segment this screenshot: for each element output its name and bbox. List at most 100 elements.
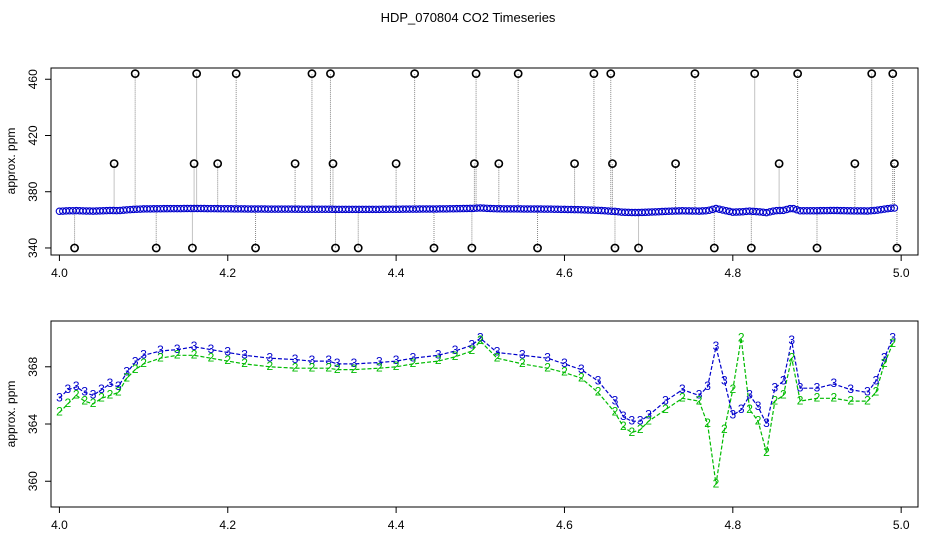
series-point-3: 3 [115, 379, 122, 393]
series-point-2: 2 [241, 356, 248, 370]
series-point-2: 2 [107, 388, 114, 402]
series-point-2: 2 [376, 360, 383, 374]
lower-x-tick-label: 4.6 [556, 518, 573, 532]
outlier-point [892, 243, 902, 253]
series-point-3: 3 [772, 380, 779, 394]
outlier-point [793, 69, 803, 79]
outlier-point [513, 69, 523, 79]
series-point-2: 2 [98, 390, 105, 404]
series-point-2: 2 [772, 393, 779, 407]
series-point-2: 2 [873, 385, 880, 399]
outlier-point [469, 159, 479, 169]
upper-x-tick-label: 4.4 [388, 266, 405, 280]
series-point-3: 3 [123, 365, 130, 379]
series-point-2: 2 [713, 476, 720, 490]
baseline-point [890, 204, 899, 212]
upper-y-axis-label: approx. ppm [4, 128, 18, 195]
outlier-point [151, 243, 161, 253]
lower-x-tick-label: 4.2 [219, 518, 236, 532]
series-point-3: 3 [830, 376, 837, 390]
baseline-point [887, 204, 895, 212]
series-point-3: 3 [729, 408, 736, 422]
series-point-2: 2 [309, 360, 316, 374]
upper-x-tick-label: 4.2 [219, 266, 236, 280]
series-point-2: 2 [208, 350, 215, 364]
series-point-3: 3 [814, 380, 821, 394]
outlier-point [410, 69, 420, 79]
series-point-3: 3 [637, 413, 644, 427]
lower-x-tick-label: 5.0 [893, 518, 910, 532]
outlier-point [328, 159, 338, 169]
series-point-3: 3 [410, 350, 417, 364]
lower-plot-frame [50, 320, 919, 508]
series-point-3: 3 [140, 348, 147, 362]
series-point-2: 2 [519, 356, 526, 370]
baseline-point [715, 205, 724, 213]
series-point-2: 2 [469, 343, 476, 357]
series-point-3: 3 [713, 339, 720, 353]
series-point-3: 3 [612, 393, 619, 407]
series-point-2: 2 [637, 422, 644, 436]
upper-x-tick-label: 4.0 [51, 266, 68, 280]
series-point-3: 3 [561, 356, 568, 370]
series-point-3: 3 [755, 399, 762, 413]
series-point-3: 3 [56, 390, 63, 404]
series-point-3: 3 [64, 382, 71, 396]
upper-y-tick-label: 420 [26, 125, 40, 145]
series-point-2: 2 [157, 350, 164, 364]
series-point-3: 3 [788, 333, 795, 347]
outlier-point [774, 159, 784, 169]
series-point-2: 2 [704, 416, 711, 430]
series-point-3: 3 [241, 348, 248, 362]
series-point-3: 3 [696, 388, 703, 402]
series-point-3: 3 [847, 382, 854, 396]
series-point-3: 3 [544, 350, 551, 364]
baseline-point [718, 206, 727, 214]
series-point-3: 3 [679, 382, 686, 396]
series-point-3: 3 [881, 350, 888, 364]
series-point-2: 2 [477, 333, 484, 347]
series-point-3: 3 [351, 356, 358, 370]
series-point-2: 2 [755, 413, 762, 427]
series-point-2: 2 [864, 393, 871, 407]
baseline-point [722, 206, 730, 215]
outlier-point [888, 69, 898, 79]
series-point-3: 3 [873, 373, 880, 387]
series-point-3: 3 [267, 350, 274, 364]
series-point-3: 3 [157, 343, 164, 357]
series-point-3: 3 [780, 373, 787, 387]
outlier-point [70, 243, 79, 253]
outlier-point [610, 243, 620, 253]
outlier-point [290, 159, 300, 169]
outlier-point [812, 243, 822, 253]
series-point-2: 2 [410, 356, 417, 370]
outlier-point [192, 69, 202, 79]
upper-y-tick-label: 340 [26, 238, 40, 258]
series-point-3: 3 [620, 409, 627, 423]
lower-y-tick-label: 368 [26, 356, 40, 376]
upper-x-axis: 4.0 4.2 4.4 4.6 4.8 5.0 [51, 255, 910, 280]
series-point-3: 3 [662, 393, 669, 407]
series-point-2: 2 [595, 385, 602, 399]
series-point-2: 2 [763, 445, 770, 459]
outlier-point [188, 243, 197, 253]
series-point-2: 2 [797, 393, 804, 407]
series-point-3: 3 [393, 353, 400, 367]
series-point-3: 3 [519, 348, 526, 362]
outlier-point [570, 159, 579, 169]
outlier-point [307, 69, 317, 79]
series-point-2: 2 [292, 360, 299, 374]
outlier-point [189, 159, 199, 169]
upper-plot-frame [50, 67, 919, 256]
upper-x-tick-label: 5.0 [893, 266, 910, 280]
series-point-2: 2 [847, 393, 854, 407]
lower-y-axis-label: approx. ppm [4, 381, 18, 448]
series-point-2: 2 [830, 390, 837, 404]
series-point-2: 2 [64, 396, 71, 410]
series-point-3: 3 [477, 330, 484, 344]
series-point-3: 3 [208, 342, 215, 356]
series-point-3: 3 [721, 373, 728, 387]
series-point-2: 2 [578, 370, 585, 384]
outlier-point [326, 69, 335, 79]
